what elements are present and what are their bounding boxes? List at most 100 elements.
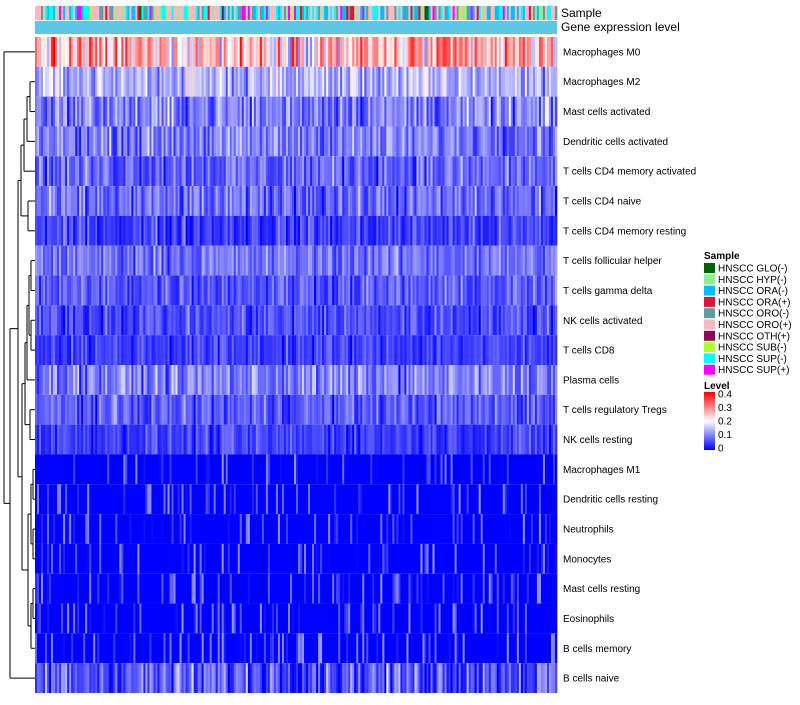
sample-annotation-cell — [149, 6, 151, 20]
heatmap-cell — [513, 365, 515, 395]
heatmap-cell — [49, 365, 51, 395]
heatmap-cell — [97, 454, 99, 484]
heatmap-cell — [302, 246, 304, 276]
heatmap-cell — [111, 544, 113, 574]
heatmap-cell — [242, 544, 244, 574]
heatmap-cell — [135, 216, 137, 246]
heatmap-cell — [129, 454, 131, 484]
heatmap-cell — [292, 186, 294, 216]
heatmap-cell — [553, 395, 555, 425]
heatmap-cell — [398, 126, 400, 156]
heatmap-cell — [358, 395, 360, 425]
heatmap-cell — [149, 544, 151, 574]
heatmap-cell — [202, 216, 204, 246]
heatmap-cell — [63, 246, 65, 276]
heatmap-cell — [123, 276, 125, 306]
sample-annotation-cell — [328, 6, 330, 20]
heatmap-cell — [155, 246, 157, 276]
heatmap-cell — [374, 97, 376, 127]
heatmap-cell — [537, 395, 539, 425]
heatmap-cell — [240, 544, 242, 574]
heatmap-cell — [220, 365, 222, 395]
heatmap-cell — [471, 425, 473, 455]
heatmap-cell — [111, 514, 113, 544]
heatmap-cell — [272, 276, 274, 306]
heatmap-cell — [527, 514, 529, 544]
heatmap-cell — [123, 67, 125, 97]
heatmap-cell — [192, 484, 194, 514]
heatmap-cell — [51, 276, 53, 306]
heatmap-cell — [376, 186, 378, 216]
heatmap-cell — [410, 97, 412, 127]
heatmap-cell — [463, 97, 465, 127]
heatmap-cell — [348, 186, 350, 216]
heatmap-cell — [304, 97, 306, 127]
heatmap-cell — [453, 246, 455, 276]
heatmap-cell — [176, 186, 178, 216]
heatmap-cell — [85, 454, 87, 484]
heatmap-cell — [366, 67, 368, 97]
heatmap-cell — [51, 246, 53, 276]
heatmap-cell — [511, 305, 513, 335]
heatmap-cell — [302, 514, 304, 544]
heatmap-cell — [481, 454, 483, 484]
heatmap-cell — [63, 544, 65, 574]
heatmap-cell — [105, 246, 107, 276]
sample-annotation-cell — [406, 6, 408, 20]
heatmap-cell — [414, 97, 416, 127]
heatmap-cell — [141, 335, 143, 365]
heatmap-cell — [332, 67, 334, 97]
heatmap-cell — [43, 67, 45, 97]
heatmap-cell — [101, 425, 103, 455]
heatmap-cell — [398, 454, 400, 484]
heatmap-cell — [547, 67, 549, 97]
heatmap-cell — [168, 425, 170, 455]
heatmap-cell — [487, 186, 489, 216]
heatmap-cell — [101, 365, 103, 395]
heatmap-cell — [63, 37, 65, 67]
heatmap-cell — [338, 276, 340, 306]
heatmap-cell — [529, 67, 531, 97]
heatmap-cell — [390, 484, 392, 514]
heatmap-cell — [437, 514, 439, 544]
heatmap-cell — [111, 156, 113, 186]
heatmap-cell — [284, 514, 286, 544]
heatmap-cell — [218, 156, 220, 186]
heatmap-cell — [228, 186, 230, 216]
sample-annotation-cell — [545, 6, 547, 20]
heatmap-cell — [139, 514, 141, 544]
heatmap-cell — [555, 216, 557, 246]
heatmap-cell — [161, 186, 163, 216]
heatmap-cell — [507, 365, 509, 395]
heatmap-cell — [286, 186, 288, 216]
heatmap-cell — [182, 335, 184, 365]
heatmap-cell — [121, 484, 123, 514]
sample-annotation-cell — [232, 6, 234, 20]
heatmap-cell — [129, 395, 131, 425]
heatmap-cell — [77, 126, 79, 156]
heatmap-cell — [216, 514, 218, 544]
heatmap-cell — [268, 37, 270, 67]
heatmap-cell — [232, 425, 234, 455]
heatmap-cell — [268, 335, 270, 365]
heatmap-cell — [176, 246, 178, 276]
heatmap-cell — [471, 395, 473, 425]
heatmap-cell — [198, 514, 200, 544]
heatmap-cell — [330, 186, 332, 216]
heatmap-cell — [388, 514, 390, 544]
heatmap-cell — [356, 67, 358, 97]
heatmap-cell — [184, 395, 186, 425]
heatmap-cell — [388, 335, 390, 365]
heatmap-cell — [338, 514, 340, 544]
heatmap-cell — [260, 246, 262, 276]
heatmap-cell — [406, 395, 408, 425]
heatmap-cell — [513, 305, 515, 335]
heatmap-cell — [224, 514, 226, 544]
heatmap-cell — [501, 484, 503, 514]
heatmap-cell — [176, 395, 178, 425]
heatmap-cell — [402, 484, 404, 514]
heatmap-cell — [85, 425, 87, 455]
heatmap-cell — [467, 514, 469, 544]
heatmap-cell — [113, 126, 115, 156]
heatmap-cell — [402, 126, 404, 156]
